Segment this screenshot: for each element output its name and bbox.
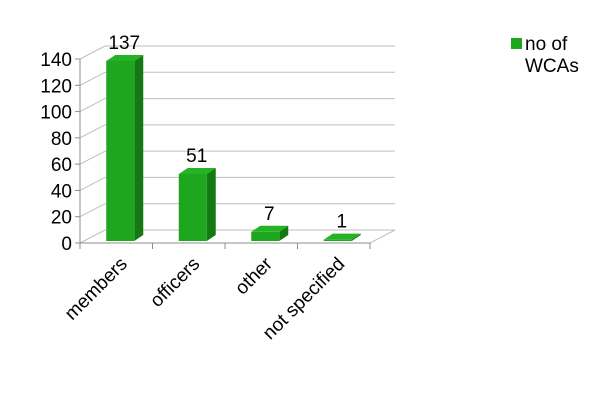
gridlines: [79, 45, 395, 244]
bar-3: [323, 233, 361, 241]
bar-side-1: [206, 167, 216, 241]
bar-side-3: [351, 233, 361, 241]
x-tick-label-1: officers: [146, 254, 204, 312]
data-label-2: 7: [264, 204, 275, 225]
bar-side-2: [279, 225, 289, 241]
gridline-left-6: [79, 71, 106, 86]
gridline-left-0: [79, 229, 106, 244]
y-tick-label-5: 100: [40, 103, 72, 124]
y-tick-label-6: 120: [40, 76, 72, 97]
floor-right-edge: [369, 229, 396, 244]
bar-0: [106, 54, 144, 241]
axes: [75, 58, 396, 249]
y-tick-label-7: 140: [40, 50, 72, 71]
bar-top-0: [106, 54, 144, 61]
bar-top-3: [323, 233, 361, 240]
bar-front-2: [251, 231, 280, 241]
gridline-left-1: [79, 203, 106, 218]
bar-1: [178, 167, 216, 241]
x-tick-label-0: members: [61, 254, 132, 325]
legend: no of WCAs: [511, 34, 595, 78]
legend-swatch: [511, 38, 522, 49]
y-tick-label-3: 60: [51, 155, 72, 176]
data-label-3: 1: [336, 212, 347, 233]
gridline-left-2: [79, 176, 106, 191]
y-tick-label-0: 0: [61, 234, 72, 255]
x-tick-label-2: other: [231, 253, 277, 299]
data-labels: 137 51 7 1: [108, 33, 347, 233]
bar-front-0: [106, 60, 135, 241]
data-label-1: 51: [186, 146, 207, 167]
gridline-left-4: [79, 124, 106, 139]
y-tick-label-2: 40: [51, 181, 72, 202]
gridline-left-7: [79, 45, 106, 60]
bars: [106, 54, 361, 241]
bar-front-1: [178, 173, 207, 241]
bar-top-2: [251, 225, 289, 232]
bar-front-3: [323, 239, 352, 241]
bar-top-1: [178, 167, 216, 174]
bar-side-0: [134, 54, 144, 241]
legend-label: no of WCAs: [525, 34, 579, 77]
data-label-0: 137: [108, 33, 140, 54]
y-tick-label-1: 20: [51, 208, 72, 229]
gridline-left-5: [79, 98, 106, 113]
bar-2: [251, 225, 289, 241]
y-tick-label-4: 80: [51, 129, 72, 150]
y-tick-labels: 0 20 40 60 80 100 120 140: [40, 50, 72, 255]
gridline-left-3: [79, 150, 106, 165]
